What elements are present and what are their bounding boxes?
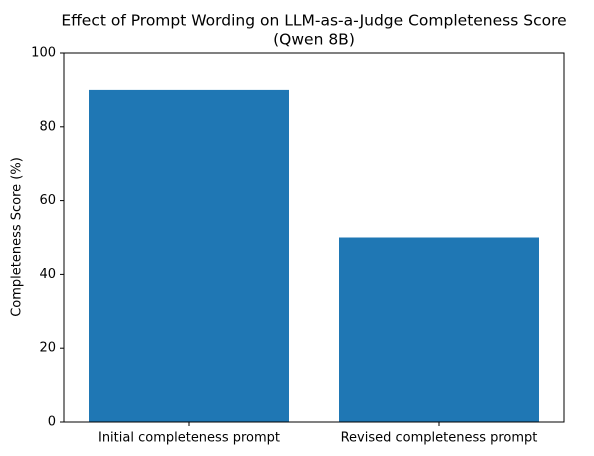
y-tick-label: 0	[48, 415, 56, 430]
bar	[89, 89, 289, 423]
y-tick-label: 80	[39, 119, 56, 134]
y-axis-label: Completeness Score (%)	[10, 157, 25, 317]
x-tick-label: Revised completeness prompt	[341, 431, 538, 446]
y-tick-label: 20	[39, 341, 56, 356]
chart-title: Effect of Prompt Wording on LLM-as-a-Jud…	[61, 12, 566, 30]
y-tick-label: 40	[39, 267, 56, 282]
x-tick-label: Initial completeness prompt	[98, 431, 280, 446]
chart-subtitle: (Qwen 8B)	[273, 31, 355, 49]
y-tick-label: 100	[31, 46, 56, 61]
bar	[339, 237, 539, 422]
plot-frame	[63, 52, 565, 423]
y-tick-label: 60	[39, 193, 56, 208]
